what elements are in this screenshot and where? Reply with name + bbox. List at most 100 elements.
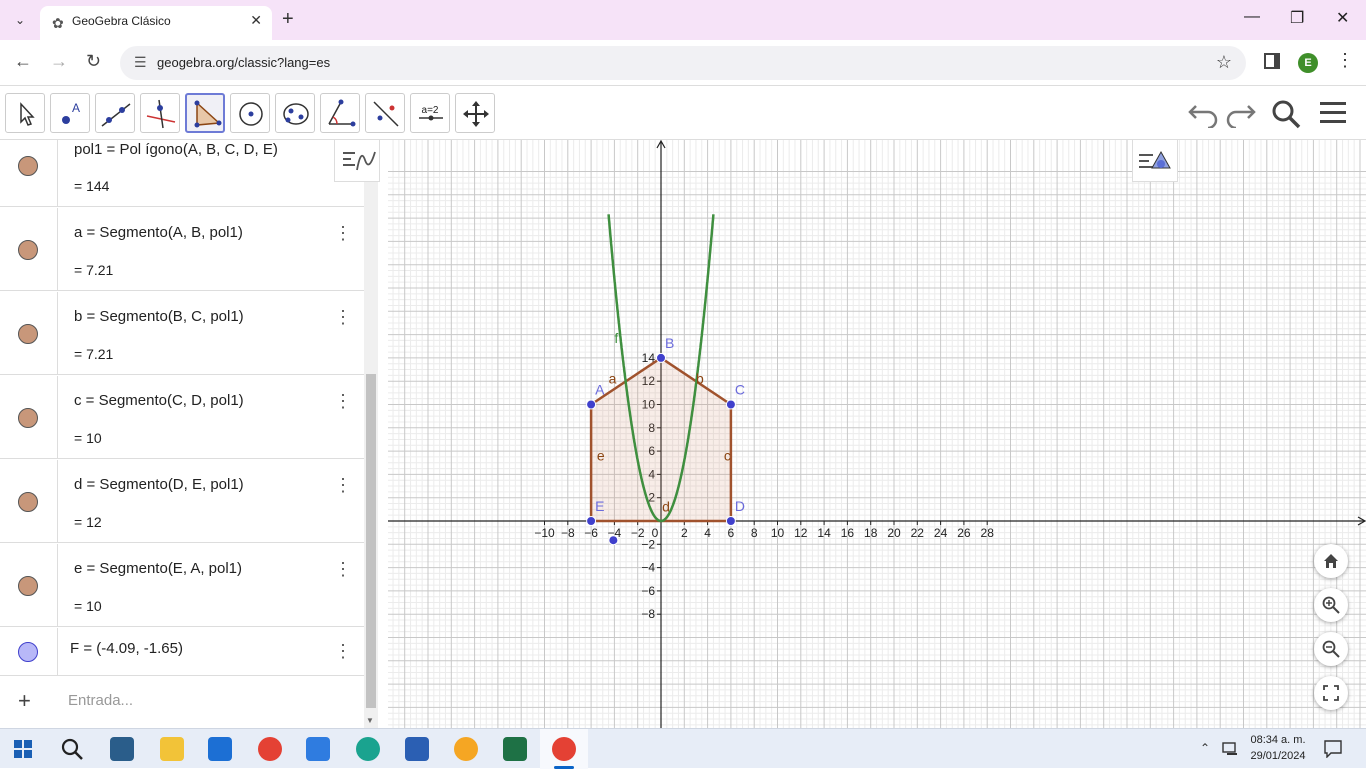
y-tick-label: −6: [641, 584, 655, 598]
graphics-canvas[interactable]: −10−8−6−4−202468101214161820222426281412…: [388, 140, 1366, 728]
scrollbar-thumb[interactable]: [366, 374, 376, 708]
algebra-input-row[interactable]: + Entrada...: [0, 676, 364, 728]
word-icon[interactable]: [405, 737, 429, 761]
reflect-tool-button[interactable]: [365, 93, 405, 133]
address-bar[interactable]: ☰ geogebra.org/classic?lang=es ☆: [120, 46, 1246, 80]
conic-tool-button[interactable]: [275, 93, 315, 133]
clock-time: 08:34 a. m.: [1250, 734, 1306, 746]
ellipse-icon: [283, 103, 309, 125]
add-icon[interactable]: +: [18, 688, 31, 713]
mail-icon[interactable]: [306, 737, 330, 761]
algebra-row-pol1[interactable]: pol1 = Pol ígono(A, B, C, D, E) = 144: [0, 140, 364, 207]
move-tool-button[interactable]: [5, 93, 45, 133]
point-F: [608, 535, 619, 546]
input-bar[interactable]: Entrada...: [68, 692, 134, 709]
zoom-out-button[interactable]: [1314, 632, 1348, 666]
graphics-view[interactable]: −10−8−6−4−202468101214161820222426281412…: [388, 140, 1366, 728]
undo-icon[interactable]: [1186, 98, 1220, 128]
tab-search-dropdown-icon[interactable]: ⌄: [14, 13, 26, 27]
visibility-marble-icon[interactable]: [18, 642, 38, 662]
restore-icon[interactable]: ❐: [1290, 10, 1305, 27]
perpendicular-line-icon: [146, 99, 176, 129]
file-explorer-icon[interactable]: [160, 737, 184, 761]
site-info-icon[interactable]: ☰: [134, 54, 147, 70]
taskbar-search-icon[interactable]: [60, 737, 84, 761]
edge-icon[interactable]: [356, 737, 380, 761]
graphics-style-button[interactable]: [1132, 140, 1178, 182]
network-icon[interactable]: [1222, 741, 1240, 757]
polygon-points: [586, 352, 736, 546]
profile-avatar[interactable]: E: [1298, 53, 1318, 73]
scroll-down-arrow-icon[interactable]: ▼: [366, 716, 374, 725]
main-menu-icon[interactable]: [1318, 100, 1348, 126]
more-options-icon[interactable]: ⋮: [334, 391, 352, 411]
circle-tool-button[interactable]: [230, 93, 270, 133]
browser-tab[interactable]: ✿ GeoGebra Clásico ✕: [40, 6, 272, 40]
more-options-icon[interactable]: ⋮: [334, 307, 352, 327]
row-definition[interactable]: F = (-4.09, -1.65): [70, 640, 183, 657]
close-tab-icon[interactable]: ✕: [250, 12, 262, 28]
more-options-icon[interactable]: ⋮: [334, 559, 352, 579]
polygon-tool-button[interactable]: [185, 93, 225, 133]
notifications-icon[interactable]: [1324, 740, 1342, 758]
algebra-row-a[interactable]: a = Segmento(A, B, pol1) = 7.21 ⋮: [0, 208, 364, 291]
algebra-row-c[interactable]: c = Segmento(C, D, pol1) = 10 ⋮: [0, 376, 364, 459]
visibility-marble-icon[interactable]: [18, 240, 38, 260]
minor-grid: [388, 140, 1366, 728]
row-definition[interactable]: d = Segmento(D, E, pol1): [74, 476, 244, 493]
move-graphics-tool-button[interactable]: [455, 93, 495, 133]
side-panel-icon[interactable]: [1264, 53, 1280, 69]
app-icon-orange[interactable]: [454, 737, 478, 761]
visibility-marble-icon[interactable]: [18, 156, 38, 176]
visibility-marble-icon[interactable]: [18, 324, 38, 344]
algebra-style-button[interactable]: [334, 140, 380, 182]
row-definition[interactable]: b = Segmento(B, C, pol1): [74, 308, 244, 325]
fullscreen-button[interactable]: [1314, 676, 1348, 710]
angle-tool-button[interactable]: [320, 93, 360, 133]
slider-tool-button[interactable]: a=2: [410, 93, 450, 133]
algebra-row-d[interactable]: d = Segmento(D, E, pol1) = 12 ⋮: [0, 460, 364, 543]
close-window-icon[interactable]: ✕: [1336, 10, 1350, 27]
clock-date: 29/01/2024: [1250, 750, 1306, 762]
row-definition[interactable]: e = Segmento(E, A, pol1): [74, 560, 243, 577]
visibility-marble-icon[interactable]: [18, 408, 38, 428]
chrome-icon[interactable]: [258, 737, 282, 761]
line-tool-button[interactable]: [95, 93, 135, 133]
visibility-marble-icon[interactable]: [18, 492, 38, 512]
search-icon[interactable]: [1270, 98, 1302, 130]
perpendicular-tool-button[interactable]: [140, 93, 180, 133]
point-tool-button[interactable]: A: [50, 93, 90, 133]
redo-icon[interactable]: [1224, 98, 1258, 128]
app-icon-terminal[interactable]: [110, 737, 134, 761]
x-tick-label: 2: [681, 526, 688, 540]
forward-icon[interactable]: →: [50, 51, 68, 71]
chrome-active-taskbar-item[interactable]: [540, 729, 588, 769]
visibility-marble-icon[interactable]: [18, 576, 38, 596]
more-options-icon[interactable]: ⋮: [334, 641, 352, 661]
algebra-row-F[interactable]: F = (-4.09, -1.65) ⋮: [0, 628, 364, 676]
reload-icon[interactable]: ↻: [86, 51, 102, 71]
browser-menu-icon[interactable]: ⋮: [1336, 50, 1354, 70]
y-tick-label: −2: [641, 537, 655, 551]
row-definition[interactable]: a = Segmento(A, B, pol1): [74, 224, 243, 241]
move-graphics-icon: [463, 101, 489, 127]
more-options-icon[interactable]: ⋮: [334, 475, 352, 495]
bookmark-star-icon[interactable]: ☆: [1215, 52, 1232, 72]
minimize-icon[interactable]: —: [1244, 8, 1260, 25]
tray-chevron-icon[interactable]: ⌃: [1200, 741, 1211, 755]
new-tab-icon[interactable]: +: [282, 8, 294, 30]
standard-view-button[interactable]: [1314, 544, 1348, 578]
excel-icon[interactable]: [503, 737, 527, 761]
taskbar-clock[interactable]: 08:34 a. m. 29/01/2024: [1248, 732, 1308, 764]
microsoft-store-icon[interactable]: [208, 737, 232, 761]
x-tick-label: 22: [911, 526, 925, 540]
algebra-row-e[interactable]: e = Segmento(E, A, pol1) = 10 ⋮: [0, 544, 364, 627]
algebra-row-b[interactable]: b = Segmento(B, C, pol1) = 7.21 ⋮: [0, 292, 364, 375]
more-options-icon[interactable]: ⋮: [334, 223, 352, 243]
windows-start-icon[interactable]: [14, 740, 32, 758]
row-definition[interactable]: pol1 = Pol ígono(A, B, C, D, E): [74, 141, 278, 158]
back-icon[interactable]: ←: [14, 51, 32, 71]
algebra-scrollbar[interactable]: ▼: [364, 140, 378, 728]
row-definition[interactable]: c = Segmento(C, D, pol1): [74, 392, 244, 409]
zoom-in-button[interactable]: [1314, 588, 1348, 622]
